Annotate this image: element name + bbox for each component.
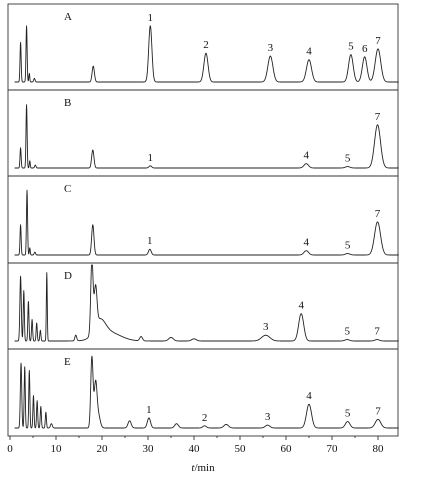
chromatogram-trace-a [14,25,399,83]
peak-label: 1 [146,404,152,416]
panel-label: B [64,97,71,109]
x-tick-label: 60 [281,443,293,455]
peak-label: 1 [148,12,154,24]
peak-label: 7 [375,35,381,47]
x-axis-title-unit: /min [194,462,215,474]
x-tick-label: 70 [327,443,339,455]
chromatogram-trace-c [14,189,399,256]
peak-label: 4 [306,46,312,58]
peak-label: 7 [374,326,380,338]
x-axis: 0 10 20 30 40 50 60 70 80 [7,436,384,455]
x-tick-label: 30 [143,443,155,455]
peak-label: 7 [375,111,381,123]
x-tick-label: 40 [189,443,201,455]
panel-label: E [64,356,71,368]
x-axis-title: t/min [191,462,215,474]
peak-label: 5 [348,41,354,53]
chromatogram-trace-d [14,264,399,342]
peak-label: 5 [345,153,351,165]
panel-label: C [64,183,71,195]
peak-label: 1 [147,235,153,247]
panel-b: B 1 4 5 7 [8,89,399,169]
peak-label: 6 [362,43,368,55]
peak-label: 3 [265,411,271,423]
panel-a: A 1 2 3 4 5 67 [14,11,399,83]
chromatogram-trace-b [14,104,399,169]
panel-c: C 1 4 5 7 [8,175,399,256]
peak-label: 4 [303,237,309,249]
peak-label: 7 [375,405,381,417]
peak-label: 2 [203,39,209,51]
peak-label: 1 [148,152,154,164]
peak-label: 5 [345,240,351,252]
peak-label: 4 [306,390,312,402]
x-tick-label: 50 [235,443,247,455]
plot-frame [7,3,399,437]
peak-label: 3 [268,42,274,54]
panel-label: D [64,270,72,282]
peak-label: 2 [202,412,208,424]
peak-label: 5 [344,326,350,338]
x-tick-label: 0 [7,443,13,455]
peak-label: 4 [298,300,304,312]
panel-d: D 3 4 5 7 [8,262,399,342]
x-tick-label: 10 [51,443,63,455]
x-tick-label: 80 [373,443,385,455]
peak-label: 5 [345,408,351,420]
peak-label: 7 [375,208,381,220]
x-axis-title-variable: t [191,462,195,474]
panel-e: E 1 2 3 4 5 7 [8,348,399,429]
peak-label: 3 [263,321,269,333]
panel-label: A [64,11,72,23]
x-tick-label: 20 [97,443,109,455]
chromatogram-trace-e [14,355,399,429]
peak-label: 4 [303,150,309,162]
